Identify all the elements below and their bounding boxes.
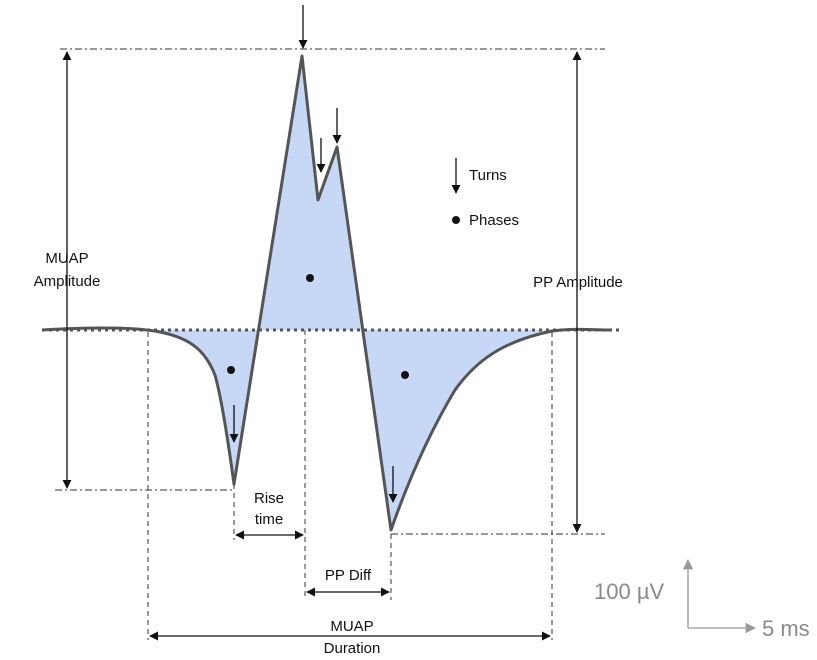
pp-diff-label: PP Diff — [325, 567, 372, 584]
vertical-guides — [147, 330, 553, 640]
legend-turns-label: Turns — [469, 167, 507, 184]
scale-voltage-label: 100 µV — [594, 579, 664, 604]
legend: Turns Phases — [451, 158, 519, 229]
rise-time-label-line1: Rise — [254, 490, 284, 507]
pp-amplitude-label: PP Amplitude — [533, 274, 623, 291]
scale-time-label: 5 ms — [762, 616, 810, 641]
phase-fill — [148, 56, 552, 530]
phase-dots — [227, 274, 409, 379]
rise-time-label-line2: time — [255, 511, 283, 528]
turn-arrows — [229, 5, 398, 503]
guide-lines — [55, 48, 605, 535]
muap-amplitude-label-line2: Amplitude — [34, 273, 101, 290]
muap-waveform — [41, 54, 611, 532]
scale-bar: 100 µV 5 ms — [594, 558, 810, 641]
muap-amplitude-label-line1: MUAP — [45, 250, 88, 267]
muap-duration-label-line2: Duration — [324, 640, 381, 657]
phases-legend-icon — [452, 216, 460, 224]
muap-duration-label-line1: MUAP — [330, 618, 373, 635]
legend-phases-label: Phases — [469, 212, 519, 229]
